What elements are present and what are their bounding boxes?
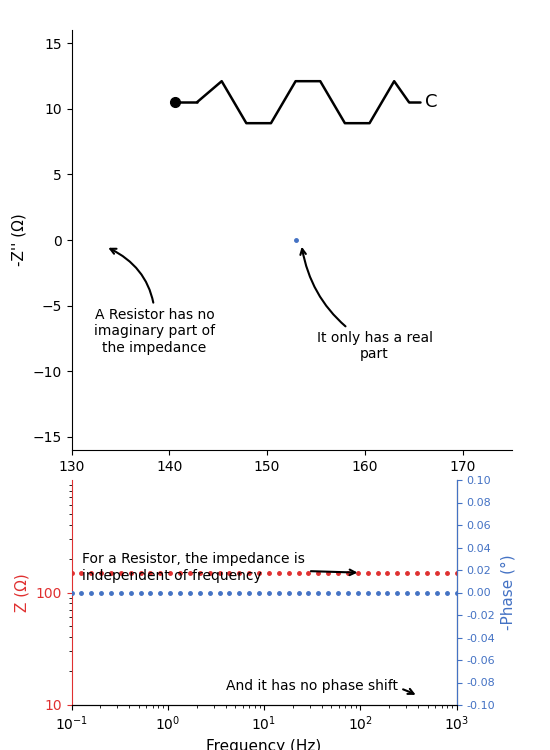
Y-axis label: -Phase (°): -Phase (°) [500, 555, 515, 630]
Text: For a Resistor, the impedance is
independent of frequency: For a Resistor, the impedance is indepen… [82, 553, 355, 583]
Text: And it has no phase shift: And it has no phase shift [226, 680, 414, 694]
Text: It only has a real
part: It only has a real part [300, 249, 433, 362]
Text: C: C [425, 93, 438, 111]
Text: A Resistor has no
imaginary part of
the impedance: A Resistor has no imaginary part of the … [94, 249, 215, 355]
X-axis label: Frequency (Hz): Frequency (Hz) [206, 739, 322, 750]
Y-axis label: Z (Ω): Z (Ω) [15, 573, 30, 612]
X-axis label: Z' (Ω): Z' (Ω) [270, 479, 313, 494]
Y-axis label: -Z'' (Ω): -Z'' (Ω) [12, 214, 27, 266]
